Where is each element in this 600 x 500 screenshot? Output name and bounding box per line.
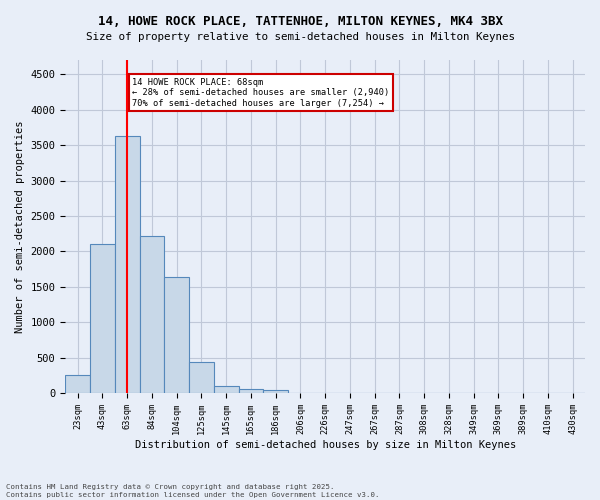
Bar <box>214 386 239 393</box>
Text: Size of property relative to semi-detached houses in Milton Keynes: Size of property relative to semi-detach… <box>86 32 515 42</box>
Text: 14 HOWE ROCK PLACE: 68sqm
← 28% of semi-detached houses are smaller (2,940)
70% : 14 HOWE ROCK PLACE: 68sqm ← 28% of semi-… <box>132 78 389 108</box>
Bar <box>164 277 189 393</box>
Bar <box>263 390 288 393</box>
Text: Contains HM Land Registry data © Crown copyright and database right 2025.
Contai: Contains HM Land Registry data © Crown c… <box>6 484 380 498</box>
Bar <box>239 389 263 393</box>
Bar <box>115 136 140 393</box>
Bar <box>140 236 164 393</box>
Bar <box>90 244 115 393</box>
Y-axis label: Number of semi-detached properties: Number of semi-detached properties <box>15 120 25 333</box>
Text: 14, HOWE ROCK PLACE, TATTENHOE, MILTON KEYNES, MK4 3BX: 14, HOWE ROCK PLACE, TATTENHOE, MILTON K… <box>97 15 503 28</box>
Bar <box>189 362 214 393</box>
X-axis label: Distribution of semi-detached houses by size in Milton Keynes: Distribution of semi-detached houses by … <box>134 440 516 450</box>
Bar <box>65 376 90 393</box>
